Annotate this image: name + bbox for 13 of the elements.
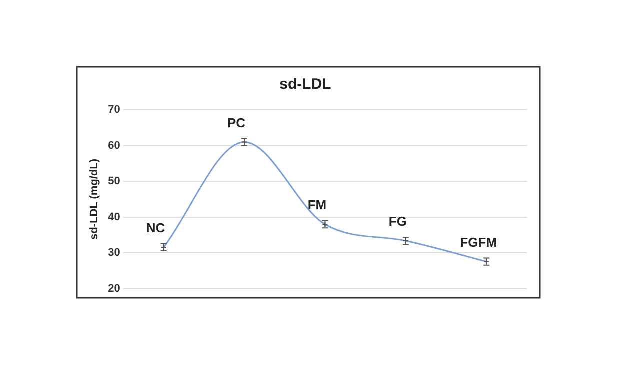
x-tick-label: FM [308,198,327,213]
y-axis-title: sd-LDL (mg/dL) [88,158,101,240]
y-tick-label: 70 [108,104,120,116]
x-tick-label: PC [227,115,246,130]
x-tick-label: FG [388,214,407,230]
y-tick-label: 40 [108,211,120,224]
y-tick-label: 20 [108,283,120,296]
y-tick-label: 30 [108,247,120,260]
chart-title: sd-LDL [280,76,332,94]
x-tick-label: NC [146,220,166,236]
x-tick-label: FGFM [460,234,498,250]
y-tick-label: 60 [108,140,120,152]
y-tick-label: 50 [108,176,120,188]
